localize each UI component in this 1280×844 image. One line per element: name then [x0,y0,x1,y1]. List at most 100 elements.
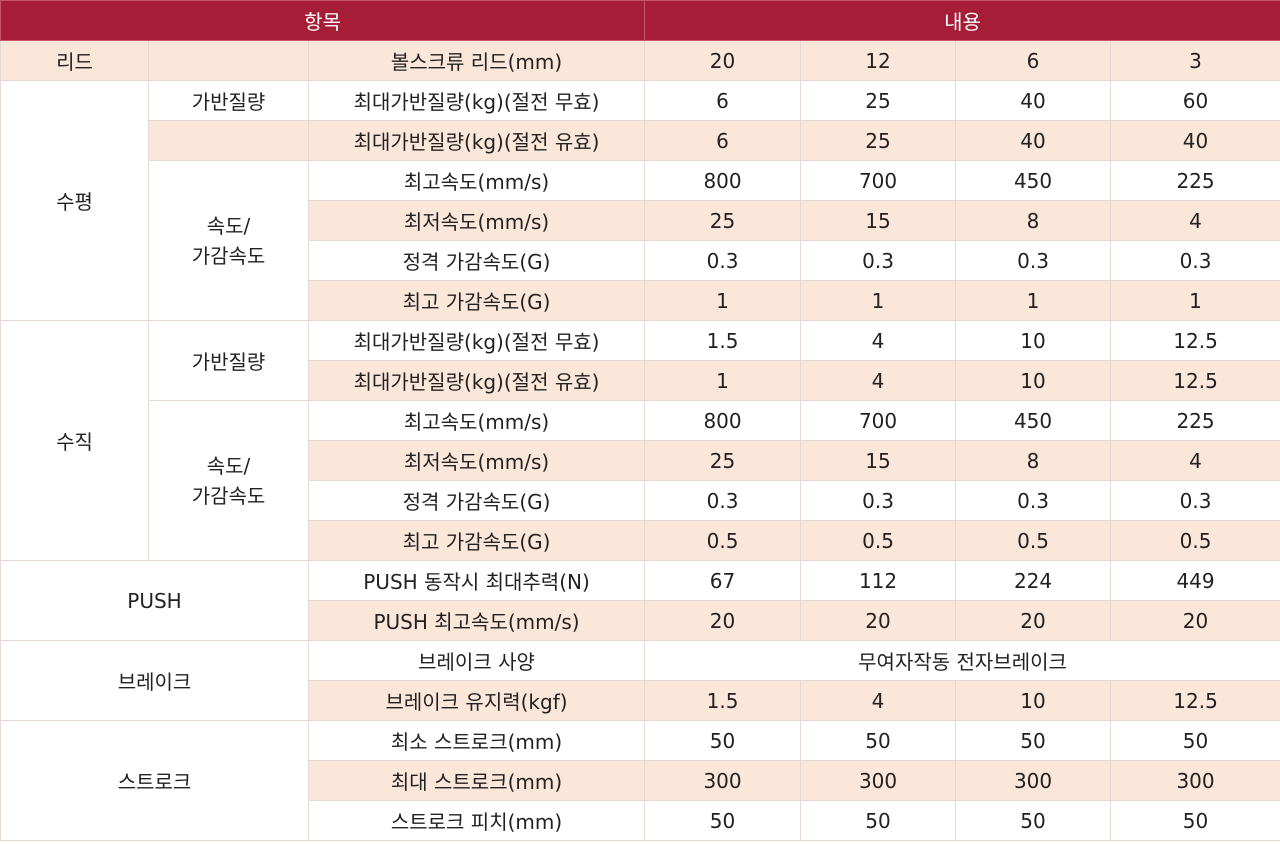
value-cell: 6 [644,120,802,161]
value-cell: 50 [644,720,802,761]
value-cell: 6 [644,80,802,121]
value-cell: 20 [800,600,957,641]
value-cell: 3 [1110,40,1280,81]
value-cell: 12.5 [1110,360,1280,401]
value-cell: 1 [644,280,802,321]
value-cell: 112 [800,560,957,601]
value-cell: 6 [955,40,1112,81]
table-row: 최저속도(mm/s) 25 15 8 4 [1,200,1280,241]
table-row: 최대 스트로크(mm) 300 300 300 300 [1,760,1280,801]
value-cell: 0.3 [955,240,1112,281]
table-row: PUSH 최고속도(mm/s) 20 20 20 20 [1,600,1280,641]
value-cell: 4 [1110,200,1280,241]
table-row: 속도/ 가감속도 최고속도(mm/s) 800 700 450 225 [1,160,1280,321]
value-cell: 50 [1110,720,1280,761]
table-row: 수직 가반질량 최대가반질량(kg)(절전 무효) 1.5 4 10 12.5 [0,320,1280,561]
value-cell: 8 [955,200,1112,241]
empty-cell [148,40,309,81]
value-cell: 1 [644,360,802,401]
table-row: 최고 가감속도(G) 0.5 0.5 0.5 0.5 [1,520,1280,561]
group-payload: 가반질량 [148,320,309,401]
table-row: PUSH PUSH 동작시 최대추력(N) 67 112 224 449 [0,560,1280,641]
value-cell: 450 [955,160,1112,201]
value-cell: 0.5 [955,520,1112,561]
brake-spec-value: 무여자작동 전자브레이크 [644,640,1280,681]
value-cell: 0.3 [955,480,1112,521]
value-cell: 0.5 [644,520,802,561]
row-label: 정격 가감속도(G) [307,240,646,281]
row-label: 최대 스트로크(mm) [307,760,646,801]
table-row: 정격 가감속도(G) 0.3 0.3 0.3 0.3 [1,240,1280,281]
group-speed-line1: 속도/ [206,453,251,478]
value-cell: 225 [1110,400,1280,441]
value-cell: 12 [800,40,957,81]
category-horizontal: 수평 [0,80,149,321]
group-speed: 속도/ 가감속도 [148,400,309,561]
value-cell: 40 [1110,120,1280,161]
table-row: 최고 가감속도(G) 1 1 1 1 [1,280,1280,321]
header-content: 내용 [644,0,1280,41]
row-label: PUSH 최고속도(mm/s) [307,600,646,641]
value-cell: 20 [1110,600,1280,641]
row-label: 브레이크 유지력(kgf) [307,680,646,721]
table-row: 수평 가반질량 최대가반질량(kg)(절전 무효) 6 25 40 60 [0,80,1280,321]
group-speed-line2: 가감속도 [191,243,266,268]
value-cell: 25 [800,80,957,121]
empty-cell [148,120,309,161]
value-cell: 1 [955,280,1112,321]
row-label: 최대가반질량(kg)(절전 무효) [307,320,646,361]
value-cell: 0.3 [1110,240,1280,281]
category-brake: 브레이크 [0,640,309,721]
row-label: 최고속도(mm/s) [307,160,646,201]
table-row: 최대가반질량(kg)(절전 유효) 6 25 40 40 [1,120,1280,161]
row-label: 최대가반질량(kg)(절전 유효) [307,360,646,401]
value-cell: 20 [644,40,802,81]
value-cell: 225 [1110,160,1280,201]
value-cell: 300 [955,760,1112,801]
row-label: 스트로크 피치(mm) [307,800,646,841]
value-cell: 0.3 [800,480,957,521]
value-cell: 40 [955,80,1112,121]
value-cell: 50 [1110,800,1280,841]
value-cell: 20 [644,600,802,641]
value-cell: 50 [800,720,957,761]
value-cell: 25 [644,200,802,241]
row-label: 볼스크류 리드(mm) [307,40,646,81]
header-item: 항목 [0,0,646,41]
value-cell: 300 [800,760,957,801]
row-label: 최소 스트로크(mm) [307,720,646,761]
value-cell: 0.3 [644,240,802,281]
category-vertical: 수직 [0,320,149,561]
value-cell: 12.5 [1110,680,1280,721]
value-cell: 20 [955,600,1112,641]
value-cell: 50 [955,720,1112,761]
value-cell: 50 [800,800,957,841]
value-cell: 224 [955,560,1112,601]
value-cell: 50 [644,800,802,841]
row-label: 브레이크 사양 [307,640,646,681]
value-cell: 0.5 [1110,520,1280,561]
value-cell: 300 [1110,760,1280,801]
table-row: 리드 볼스크류 리드(mm) 20 12 6 3 [0,40,1280,81]
value-cell: 1.5 [644,680,802,721]
value-cell: 4 [1110,440,1280,481]
value-cell: 700 [800,160,957,201]
value-cell: 800 [644,400,802,441]
value-cell: 0.3 [644,480,802,521]
value-cell: 300 [644,760,802,801]
value-cell: 10 [955,680,1112,721]
value-cell: 67 [644,560,802,601]
row-label: 최고 가감속도(G) [307,520,646,561]
value-cell: 25 [800,120,957,161]
value-cell: 0.3 [800,240,957,281]
value-cell: 1 [1110,280,1280,321]
table-row: 브레이크 유지력(kgf) 1.5 4 10 12.5 [1,680,1280,721]
table-row: 최대가반질량(kg)(절전 유효) 1 4 10 12.5 [1,360,1280,401]
row-label: PUSH 동작시 최대추력(N) [307,560,646,601]
row-label: 최대가반질량(kg)(절전 유효) [307,120,646,161]
value-cell: 0.3 [1110,480,1280,521]
value-cell: 1.5 [644,320,802,361]
header-row: 항목 내용 [0,0,1280,41]
value-cell: 450 [955,400,1112,441]
